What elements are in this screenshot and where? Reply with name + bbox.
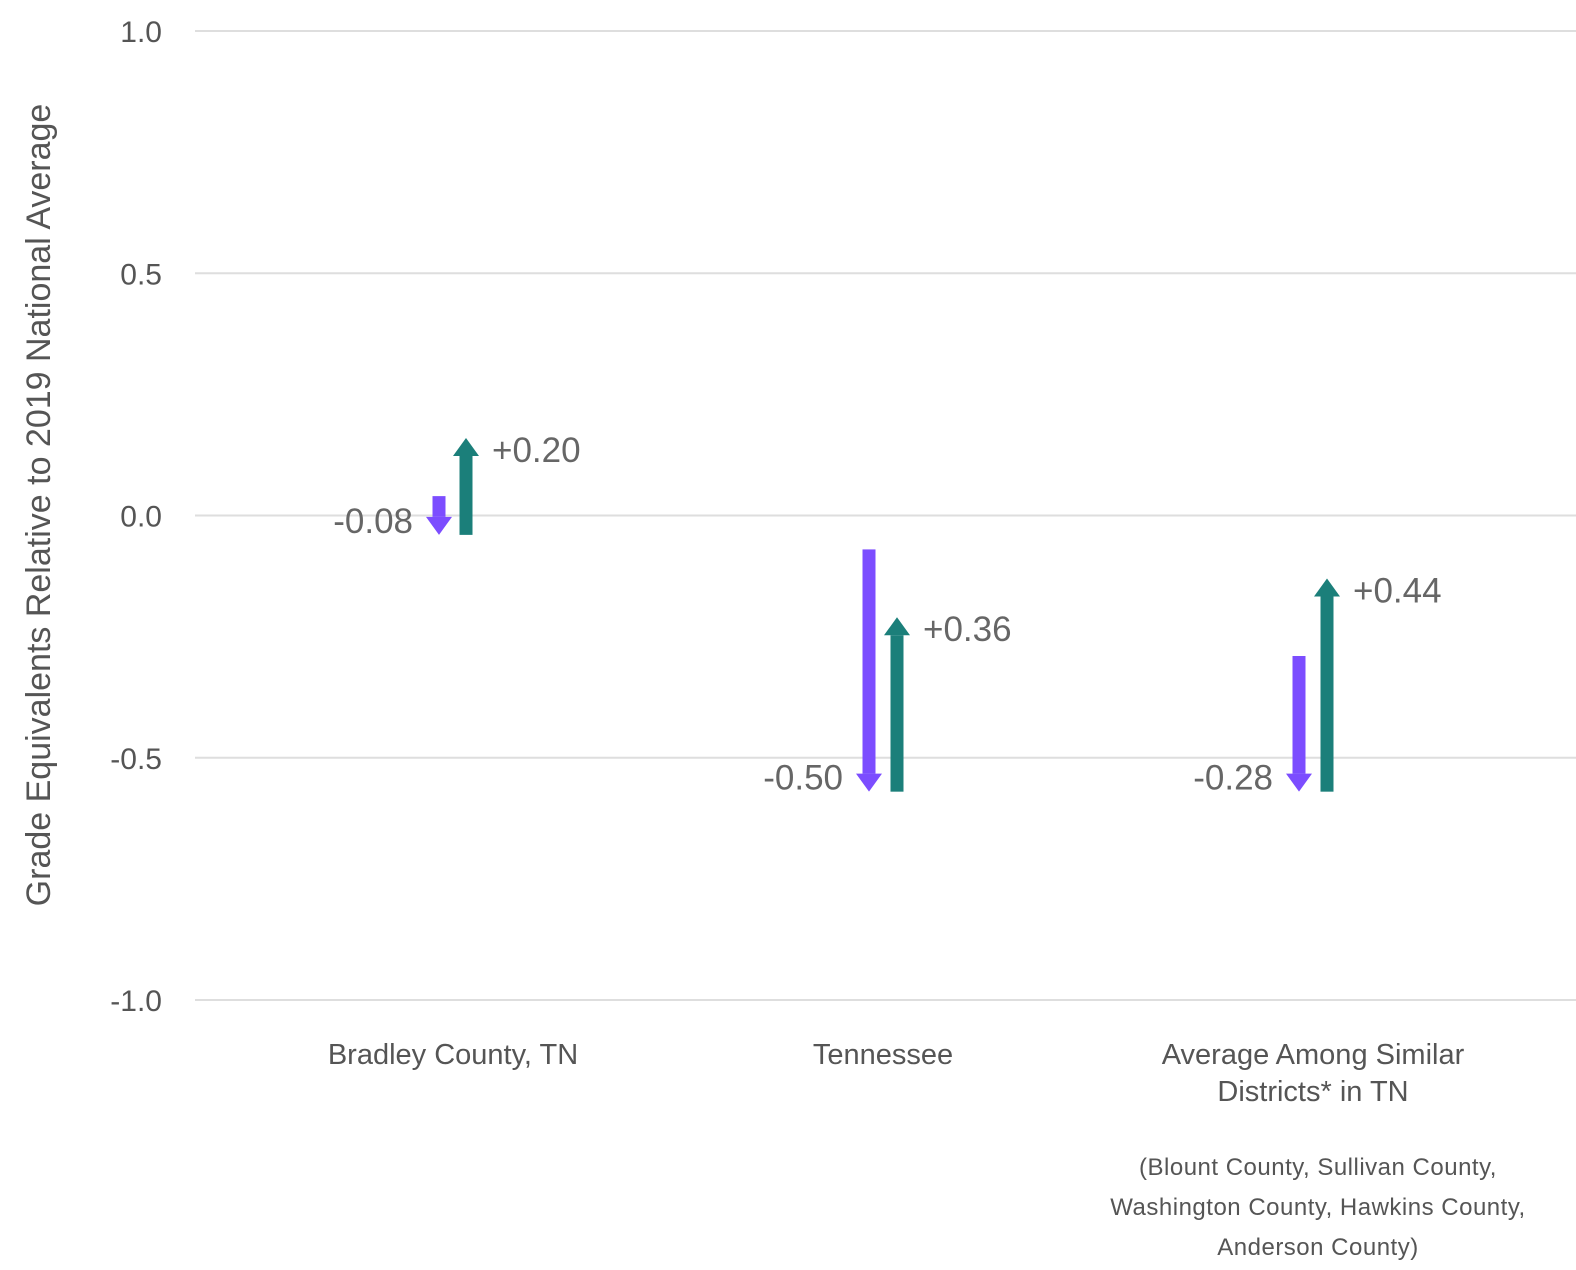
- y-tick-label: -1.0: [110, 985, 162, 1018]
- category-note: Anderson County): [1217, 1234, 1418, 1261]
- decline-value-label: -0.50: [763, 759, 843, 798]
- recovery-value-label: +0.44: [1353, 571, 1442, 610]
- decline-arrow: [856, 549, 882, 792]
- decline-arrow: [1286, 656, 1312, 792]
- y-tick-label: 0.5: [120, 258, 162, 291]
- decline-arrow-head: [1286, 773, 1312, 792]
- category-label: Bradley County, TN: [328, 1039, 578, 1071]
- recovery-arrow-shaft: [1320, 596, 1334, 792]
- decline-arrow-shaft: [862, 549, 876, 774]
- recovery-arrow: [1314, 578, 1340, 792]
- category-labels: Bradley County, TN Tennessee Average Among…: [328, 1039, 1525, 1261]
- y-tick-label: 1.0: [120, 16, 162, 49]
- category-note: Washington County, Hawkins County,: [1110, 1194, 1525, 1221]
- decline-value-label: -0.08: [333, 502, 413, 541]
- recovery-arrow-head: [884, 617, 910, 636]
- category-label: Tennessee: [813, 1039, 953, 1071]
- decline-value-label: -0.28: [1193, 759, 1273, 798]
- recovery-arrow: [453, 437, 479, 535]
- gridlines: [195, 30, 1576, 1001]
- category-label: Average Among Similar: [1162, 1039, 1465, 1071]
- decline-arrow-head: [856, 773, 882, 792]
- decline-arrow-head: [426, 516, 452, 535]
- decline-arrow-shaft: [432, 496, 446, 517]
- recovery-arrow-shaft: [890, 635, 904, 792]
- recovery-arrow: [884, 617, 910, 792]
- y-tick-labels: 1.0 0.5 0.0 -0.5 -1.0: [110, 16, 162, 1018]
- category-note: (Blount County, Sullivan County,: [1139, 1154, 1497, 1181]
- value-labels: -0.08 -0.50 -0.28 +0.20 +0.36 +0.44: [333, 431, 1441, 798]
- arrows: [426, 437, 1340, 792]
- recovery-value-label: +0.20: [492, 431, 581, 470]
- decline-arrow-shaft: [1292, 656, 1306, 774]
- category-label: Districts* in TN: [1217, 1076, 1408, 1108]
- decline-arrow: [426, 496, 452, 535]
- y-axis-title: Grade Equivalents Relative to 2019 Natio…: [20, 104, 58, 907]
- y-tick-label: 0.0: [120, 501, 162, 534]
- recovery-arrow-head: [1314, 578, 1340, 597]
- recovery-arrow-head: [453, 437, 479, 456]
- y-tick-label: -0.5: [110, 743, 162, 776]
- recovery-value-label: +0.36: [923, 610, 1012, 649]
- recovery-arrow-shaft: [459, 455, 473, 535]
